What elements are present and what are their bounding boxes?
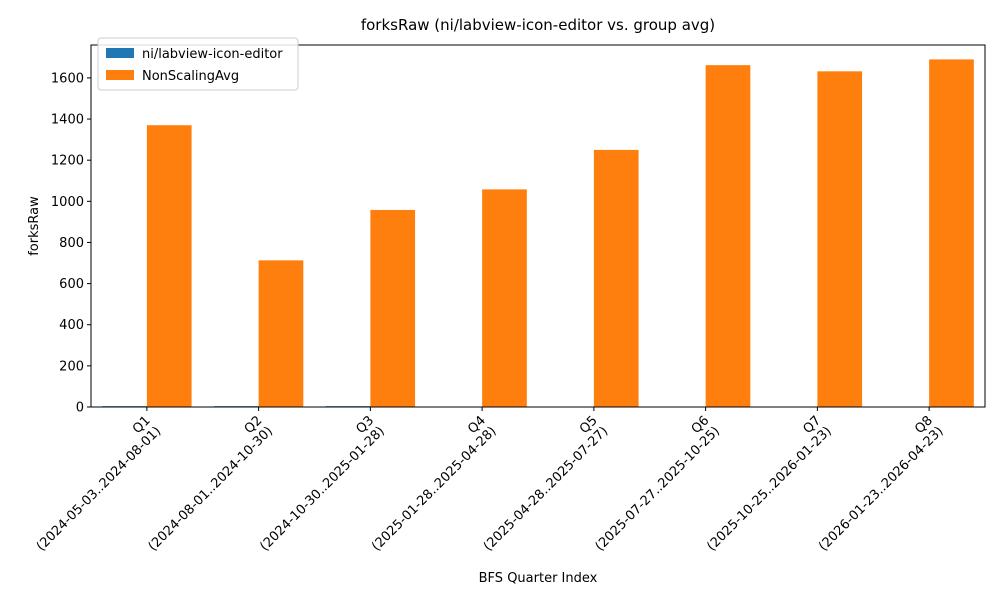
y-tick-label: 1200 <box>51 154 84 169</box>
bars-group <box>102 59 974 408</box>
bar-avg-q1 <box>146 125 192 407</box>
legend-swatch <box>106 48 134 58</box>
chart-title: forksRaw (ni/labview-icon-editor vs. gro… <box>361 16 715 34</box>
bar-avg-q7 <box>817 71 863 407</box>
bar-avg-q2 <box>258 260 304 407</box>
plot-frame <box>90 44 986 408</box>
y-tick-label: 200 <box>59 359 84 374</box>
bar-avg-q3 <box>370 209 416 407</box>
y-tick-label: 400 <box>59 318 84 333</box>
bar-avg-q6 <box>705 65 751 407</box>
bar-avg-q8 <box>929 59 974 408</box>
legend-label: NonScalingAvg <box>142 69 239 84</box>
y-tick-label: 1400 <box>51 113 84 128</box>
bar-avg-q5 <box>593 149 639 407</box>
x-axis-label: BFS Quarter Index <box>479 571 598 586</box>
legend-swatch <box>106 70 134 80</box>
y-tick-label: 600 <box>59 277 84 292</box>
y-tick-label: 800 <box>59 236 84 251</box>
legend-box <box>97 37 299 91</box>
legend-label: ni/labview-icon-editor <box>142 47 283 62</box>
bar-avg-q4 <box>482 189 527 407</box>
y-tick-label: 1000 <box>51 195 84 210</box>
y-tick-label: 1600 <box>51 71 84 86</box>
y-axis: 0 200 400 600 800 1000 1200 1400 1600 <box>51 71 91 416</box>
legend: ni/labview-icon-editor NonScalingAvg <box>97 37 299 91</box>
y-tick-label: 0 <box>76 401 84 416</box>
y-axis-label: forksRaw <box>27 196 42 256</box>
